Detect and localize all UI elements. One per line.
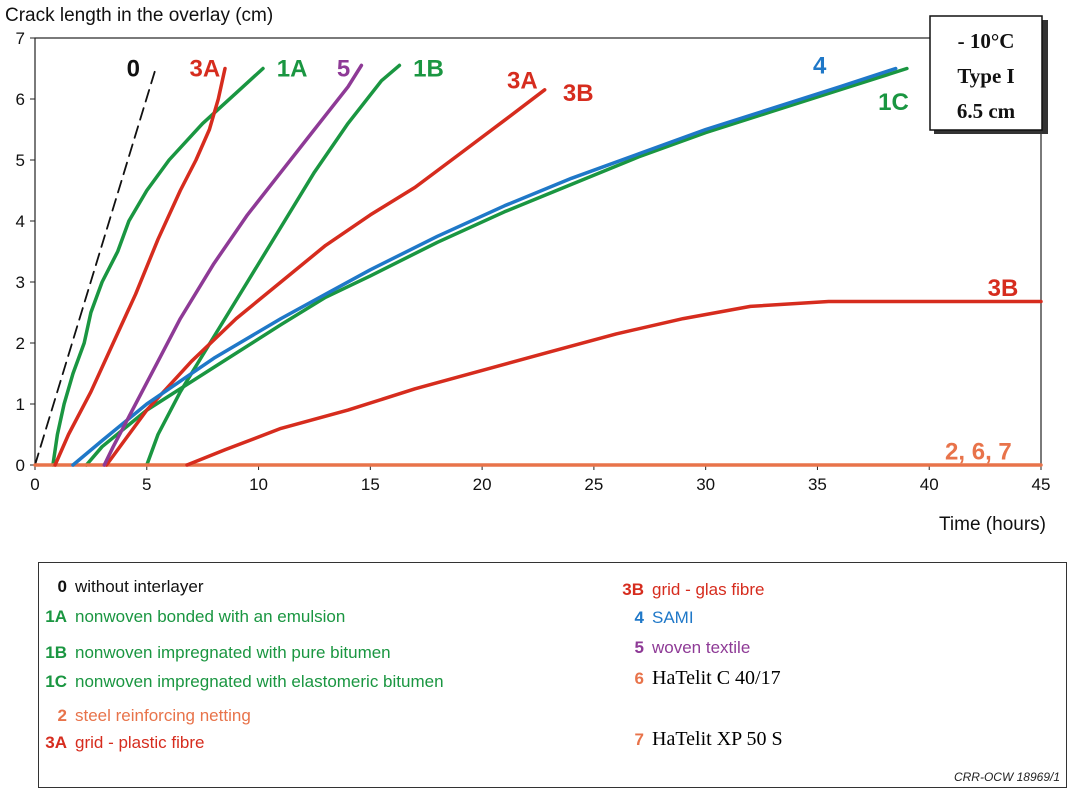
legend-item: 3B grid - glas fibre [616, 580, 764, 600]
legend-item: 3A grid - plastic fibre [39, 733, 204, 753]
x-tick-label: 45 [1032, 475, 1051, 494]
x-tick-label: 5 [142, 475, 151, 494]
legend-code: 2 [57, 706, 67, 725]
x-tick-label: 30 [696, 475, 715, 494]
legend-text: HaTelit C 40/17 [652, 667, 781, 689]
legend-text: woven textile [652, 638, 751, 657]
x-tick-label: 40 [920, 475, 939, 494]
legend-text: grid - plastic fibre [75, 733, 205, 752]
x-tick-label: 25 [584, 475, 603, 494]
y-tick-label: 2 [16, 334, 25, 353]
series-layer [33, 63, 1043, 467]
curve-labels: 0 3A 1A 5 1B 3A 3B 4 1C 3B 2, 6, 7 [127, 52, 1019, 465]
legend-text: nonwoven impregnated with elastomeric bi… [75, 672, 444, 691]
legend-item: 1A nonwoven bonded with an emulsion [39, 607, 345, 627]
y-tick-label: 1 [16, 395, 25, 414]
y-tick-label: 0 [16, 456, 25, 475]
series-line-3A [104, 88, 547, 467]
curve-label: 3A [507, 68, 538, 95]
curve-label: 1A [277, 56, 308, 83]
y-tick-label: 6 [16, 90, 25, 109]
y-tick-label: 3 [16, 273, 25, 292]
legend-code: 5 [634, 638, 644, 657]
series-line-0 [34, 67, 157, 466]
legend-code: 0 [57, 577, 67, 596]
legend-item: 6 HaTelit C 40/17 [616, 667, 781, 690]
legend-item: 4 SAMI [616, 608, 694, 628]
x-tick-label: 10 [249, 475, 268, 494]
info-thickness: 6.5 cm [957, 99, 1016, 123]
legend-text: without interlayer [75, 577, 204, 596]
legend-text: nonwoven impregnated with pure bitumen [75, 643, 391, 662]
legend-item: 0 without interlayer [39, 577, 204, 597]
series-line-4 [71, 66, 898, 467]
legend-text: SAMI [652, 608, 694, 627]
y-tick-label: 7 [16, 29, 25, 48]
legend-code: 1C [45, 672, 67, 691]
legend-code: 1B [45, 643, 67, 662]
curve-label: 4 [813, 52, 827, 79]
legend-code: 7 [634, 730, 644, 749]
legend-item: 1B nonwoven impregnated with pure bitumen [39, 643, 391, 663]
series-line-5 [102, 63, 364, 467]
line-chart: Crack length in the overlay (cm) Time (h… [5, 5, 1051, 535]
info-box-frame [929, 15, 1043, 131]
x-tick-label: 35 [808, 475, 827, 494]
curve-label: 3B [563, 80, 594, 107]
figure-credit: CRR-OCW 18969/1 [953, 770, 1060, 784]
curve-label: 2, 6, 7 [945, 439, 1012, 466]
series-line-3B [185, 299, 1043, 467]
legend-code: 3B [622, 580, 644, 599]
x-tick-label: 15 [361, 475, 380, 494]
curve-label: 0 [127, 56, 140, 83]
curve-label: 3B [988, 275, 1019, 302]
legend-item: 7 HaTelit XP 50 S [616, 728, 783, 751]
x-tick-label: 0 [30, 475, 39, 494]
y-tick-label: 5 [16, 151, 25, 170]
legend-code: 3A [45, 733, 67, 752]
curve-label: 3A [190, 56, 221, 83]
curve-label: 1C [878, 89, 909, 116]
y-tick-label: 4 [16, 212, 25, 231]
curve-label: 1B [413, 56, 444, 83]
legend-item: 2 steel reinforcing netting [39, 706, 251, 726]
series-line-1C [84, 66, 909, 467]
legend-item: 5 woven textile [616, 638, 751, 658]
legend: 0 without interlayer 1A nonwoven bonded wit… [38, 562, 1067, 788]
x-tick-label: 20 [473, 475, 492, 494]
curve-label: 5 [337, 56, 350, 83]
x-axis-label: Time (hours) [939, 514, 1046, 535]
legend-text: HaTelit XP 50 S [652, 728, 783, 750]
legend-text: nonwoven bonded with an emulsion [75, 607, 346, 626]
info-type: Type I [957, 64, 1014, 88]
legend-text: grid - glas fibre [652, 580, 765, 599]
legend-text: steel reinforcing netting [75, 706, 251, 725]
y-axis-label: Crack length in the overlay (cm) [5, 5, 273, 26]
legend-code: 1A [45, 607, 67, 626]
series-line-3A [53, 66, 227, 467]
series-line-1A [51, 66, 265, 467]
series-line-1B [145, 63, 402, 467]
legend-code: 4 [634, 608, 644, 627]
info-box: - 10°C Type I 6.5 cm [929, 15, 1048, 134]
info-temperature: - 10°C [958, 29, 1015, 53]
legend-item: 1C nonwoven impregnated with elastomeric … [39, 672, 444, 692]
legend-code: 6 [634, 669, 644, 688]
